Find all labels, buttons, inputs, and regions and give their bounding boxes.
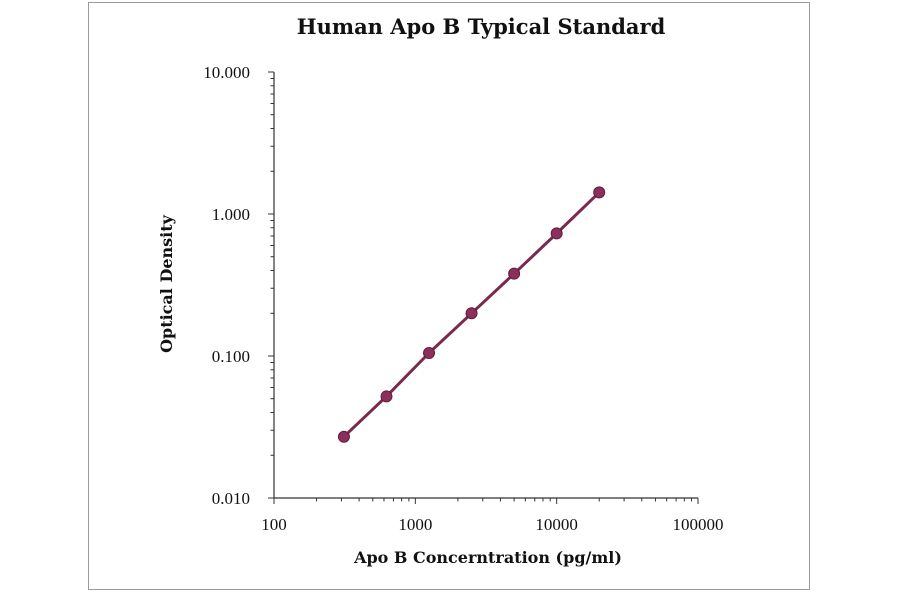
series xyxy=(337,186,606,443)
chart-title: Human Apo B Typical Standard xyxy=(297,14,666,39)
data-point xyxy=(423,346,436,359)
data-point xyxy=(337,430,350,443)
data-point xyxy=(508,267,521,280)
y-tick-label: 1.000 xyxy=(212,205,250,224)
data-point xyxy=(550,227,563,240)
x-axis-label: Apo B Concerntration (pg/ml) xyxy=(353,548,622,567)
y-tick-labels: 0.010 0.100 1.000 10.000 xyxy=(203,63,250,508)
y-tick-label: 10.000 xyxy=(203,63,250,82)
axes xyxy=(268,71,699,504)
x-tick-label: 10000 xyxy=(535,515,578,534)
y-axis-label: Optical Density xyxy=(157,214,176,353)
y-tick-label: 0.100 xyxy=(212,347,250,366)
data-point xyxy=(593,186,606,199)
data-point xyxy=(465,307,478,320)
x-tick-label: 1000 xyxy=(398,515,432,534)
data-point xyxy=(380,390,393,403)
x-tick-labels: 100 1000 10000 100000 xyxy=(261,515,723,534)
x-tick-label: 100000 xyxy=(673,515,724,534)
y-tick-label: 0.010 xyxy=(212,489,250,508)
x-tick-label: 100 xyxy=(261,515,287,534)
chart-frame xyxy=(88,2,810,590)
